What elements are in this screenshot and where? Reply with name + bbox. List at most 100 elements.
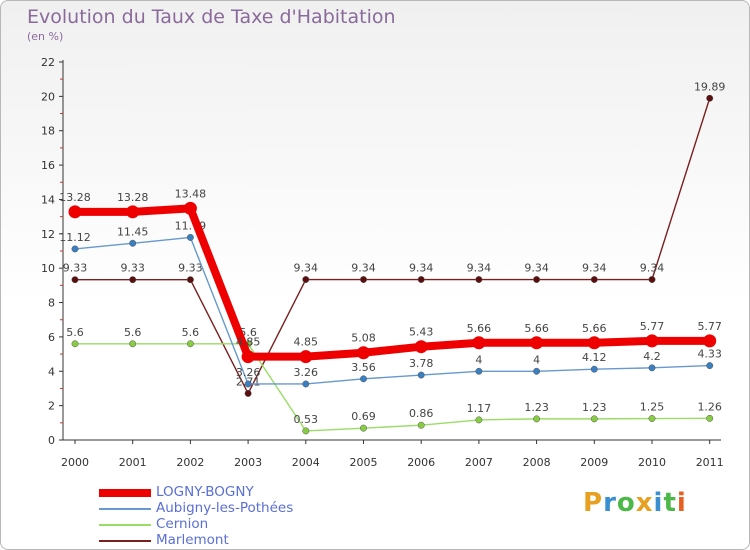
data-label: 5.66 bbox=[582, 322, 607, 335]
data-point bbox=[475, 416, 483, 424]
x-tick-label: 2005 bbox=[350, 456, 378, 469]
data-point bbox=[71, 276, 79, 284]
series-line-marlemont bbox=[75, 98, 711, 395]
data-label: 13.28 bbox=[117, 191, 149, 204]
data-label: 11.12 bbox=[59, 231, 91, 244]
data-point bbox=[590, 276, 598, 283]
logo-letter: t bbox=[663, 488, 677, 518]
data-label: 1.17 bbox=[467, 402, 492, 415]
series-line-aubigny-les-poth-es bbox=[74, 236, 710, 385]
data-label: 1.25 bbox=[640, 401, 665, 414]
data-label: 0.86 bbox=[409, 407, 434, 420]
logo-letter: x bbox=[635, 488, 654, 518]
data-point bbox=[71, 245, 79, 253]
y-tick-label: 20 bbox=[41, 90, 55, 103]
x-tick-label: 2000 bbox=[61, 456, 89, 469]
chart-title: Evolution du Taux de Taxe d'Habitation bbox=[27, 6, 396, 28]
data-point bbox=[360, 276, 367, 283]
data-point bbox=[302, 427, 310, 435]
data-label: 9.33 bbox=[178, 262, 203, 275]
logo-letter: i bbox=[676, 488, 687, 518]
data-point bbox=[129, 276, 137, 284]
data-label: 9.33 bbox=[120, 262, 145, 275]
data-label: 5.66 bbox=[467, 322, 492, 335]
data-point bbox=[417, 276, 425, 283]
chart-subtitle: (en %) bbox=[27, 30, 64, 43]
data-label: 4.33 bbox=[697, 348, 722, 361]
x-tick-label: 2009 bbox=[580, 456, 608, 469]
legend-swatch bbox=[99, 540, 151, 542]
data-label: 19.89 bbox=[694, 80, 726, 93]
x-tick-label: 2002 bbox=[176, 456, 204, 469]
legend-label: Cernion bbox=[156, 516, 209, 532]
logo-letter: r bbox=[603, 488, 617, 518]
data-point bbox=[360, 424, 367, 432]
data-label: 3.26 bbox=[236, 366, 261, 379]
data-label: 5.6 bbox=[182, 326, 200, 339]
data-point bbox=[645, 334, 659, 348]
data-label: 5.77 bbox=[640, 320, 665, 333]
data-label: 3.26 bbox=[294, 366, 319, 379]
data-point bbox=[71, 340, 79, 348]
x-tick-label: 2007 bbox=[465, 456, 493, 469]
data-point bbox=[186, 233, 194, 241]
y-tick-label: 0 bbox=[48, 434, 55, 447]
data-point bbox=[417, 371, 425, 379]
data-label: 4.2 bbox=[643, 350, 661, 363]
data-label: 11.45 bbox=[117, 225, 149, 238]
data-point bbox=[68, 205, 82, 219]
series-line-cernion bbox=[75, 343, 710, 432]
y-tick-label: 10 bbox=[41, 262, 55, 275]
data-label: 3.78 bbox=[409, 357, 434, 370]
data-label: 0.53 bbox=[294, 413, 319, 426]
data-label: 13.28 bbox=[59, 191, 91, 204]
data-label: 9.34 bbox=[467, 262, 492, 275]
data-point bbox=[299, 350, 313, 364]
data-label: 4 bbox=[475, 353, 482, 366]
data-point bbox=[244, 380, 252, 388]
data-point bbox=[472, 336, 486, 350]
data-label: 5.6 bbox=[124, 326, 142, 339]
series-line-logny-bogny bbox=[75, 204, 710, 361]
legend-label: LOGNY-BOGNY bbox=[156, 484, 254, 500]
legend-label: Aubigny-les-Pothées bbox=[156, 500, 294, 516]
data-point bbox=[414, 340, 428, 354]
y-tick-label: 22 bbox=[41, 56, 55, 69]
x-tick-label: 2001 bbox=[119, 456, 147, 469]
x-tick-label: 2006 bbox=[407, 456, 435, 469]
data-label: 0.69 bbox=[351, 410, 376, 423]
data-point bbox=[706, 94, 714, 102]
data-point bbox=[241, 350, 255, 364]
data-label: 1.23 bbox=[582, 401, 607, 414]
data-label: 5.08 bbox=[351, 332, 376, 345]
legend-swatch bbox=[99, 489, 151, 497]
data-label: 4.12 bbox=[582, 351, 607, 364]
data-point bbox=[183, 201, 197, 215]
data-point bbox=[357, 346, 370, 360]
data-point bbox=[186, 276, 194, 284]
data-point bbox=[533, 367, 541, 375]
logo-letter: P bbox=[583, 488, 604, 518]
data-label: 4.85 bbox=[236, 336, 261, 349]
x-tick-label: 2003 bbox=[234, 456, 262, 469]
data-point bbox=[244, 389, 252, 397]
data-point bbox=[126, 205, 140, 219]
data-label: 9.34 bbox=[582, 262, 607, 275]
data-label: 5.43 bbox=[409, 326, 434, 339]
legend-swatch bbox=[99, 508, 151, 510]
data-point bbox=[302, 276, 310, 283]
data-point bbox=[590, 415, 598, 423]
data-label: 9.34 bbox=[524, 262, 549, 275]
data-point bbox=[533, 276, 541, 283]
y-tick-label: 4 bbox=[48, 365, 55, 378]
data-point bbox=[129, 340, 137, 348]
data-label: 4 bbox=[533, 353, 540, 366]
data-label: 5.6 bbox=[66, 326, 84, 339]
data-label: 5.66 bbox=[524, 322, 549, 335]
data-point bbox=[648, 364, 656, 372]
data-point bbox=[648, 276, 656, 283]
logo-letter: o bbox=[616, 488, 636, 518]
data-point bbox=[417, 421, 425, 429]
proxiti-logo: Proxiti bbox=[583, 488, 687, 518]
data-label: 1.23 bbox=[524, 401, 549, 414]
